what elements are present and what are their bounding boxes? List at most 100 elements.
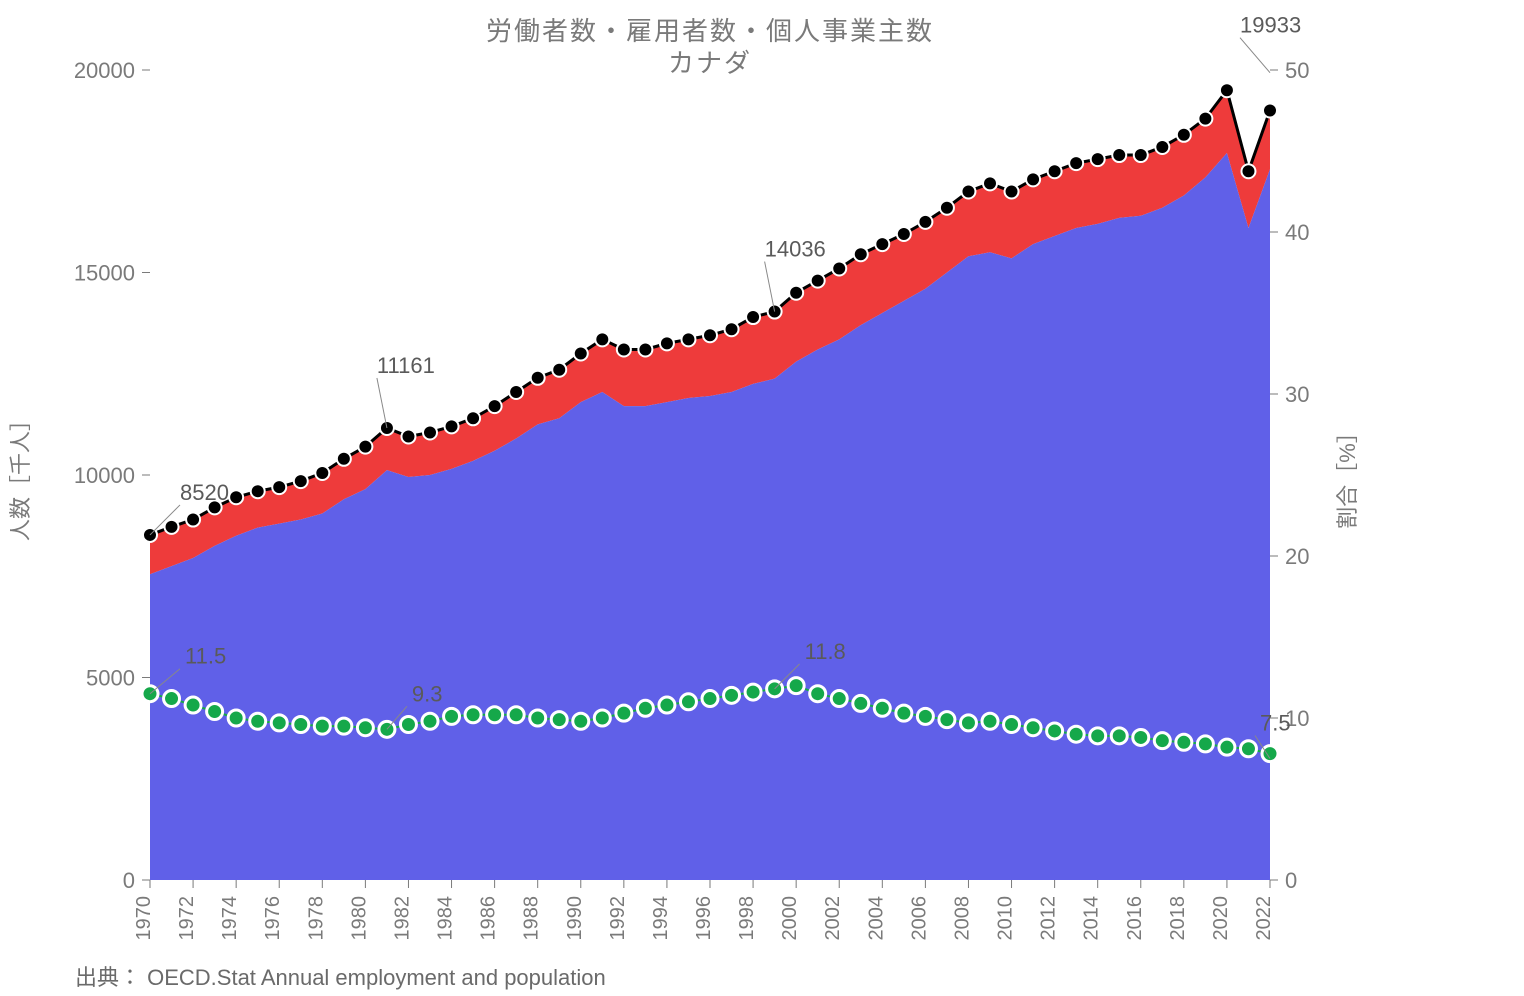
marker-total: [1220, 83, 1234, 97]
marker-total: [832, 261, 846, 275]
marker-pct: [1068, 726, 1084, 742]
marker-total: [1263, 104, 1277, 118]
y-left-tick-label: 5000: [86, 666, 135, 691]
marker-total: [638, 342, 652, 356]
x-tick-label: 1980: [348, 896, 370, 941]
callout-pct-label: 7.5: [1260, 711, 1291, 736]
marker-total: [1091, 152, 1105, 166]
x-tick-label: 2004: [865, 896, 887, 941]
x-tick-label: 1978: [305, 896, 327, 941]
y-right-tick-label: 30: [1285, 382, 1309, 407]
marker-pct: [1047, 723, 1063, 739]
marker-pct: [939, 712, 955, 728]
marker-pct: [659, 697, 675, 713]
marker-total: [1069, 156, 1083, 170]
x-tick-label: 1976: [262, 896, 284, 941]
marker-total: [681, 332, 695, 346]
marker-pct: [271, 715, 287, 731]
x-tick-label: 2022: [1253, 896, 1275, 941]
marker-pct: [551, 712, 567, 728]
callout-pct-label: 9.3: [412, 681, 443, 706]
x-tick-label: 2008: [951, 896, 973, 941]
chart-title-line2: カナダ: [668, 48, 752, 78]
marker-total: [918, 215, 932, 229]
marker-pct: [960, 715, 976, 731]
marker-total: [1241, 164, 1255, 178]
y-left-tick-label: 15000: [74, 261, 135, 286]
x-tick-label: 1990: [564, 896, 586, 941]
area-blue: [150, 153, 1270, 880]
marker-pct: [680, 694, 696, 710]
x-tick-label: 2016: [1124, 896, 1146, 941]
marker-pct: [293, 716, 309, 732]
callout-total-label: 19933: [1240, 13, 1301, 38]
x-tick-label: 1992: [607, 896, 629, 941]
marker-total: [1112, 148, 1126, 162]
marker-total: [595, 332, 609, 346]
marker-total: [358, 440, 372, 454]
callout-leader: [377, 378, 387, 428]
chart-title-line1: 労働者数・雇用者数・個人事業主数: [486, 16, 934, 46]
y-right-axis-label: 割合［%］: [1335, 421, 1360, 529]
marker-total: [854, 247, 868, 261]
x-tick-label: 1994: [650, 896, 672, 941]
marker-total: [897, 227, 911, 241]
y-left-tick-label: 20000: [74, 58, 135, 83]
y-right-tick-label: 40: [1285, 220, 1309, 245]
marker-total: [811, 274, 825, 288]
marker-total: [983, 176, 997, 190]
marker-pct: [314, 718, 330, 734]
marker-total: [466, 411, 480, 425]
marker-pct: [917, 708, 933, 724]
marker-total: [552, 363, 566, 377]
marker-total: [746, 310, 760, 324]
marker-total: [1177, 128, 1191, 142]
marker-total: [940, 201, 954, 215]
marker-pct: [357, 720, 373, 736]
marker-total: [165, 520, 179, 534]
marker-pct: [810, 686, 826, 702]
marker-pct: [616, 705, 632, 721]
y-left-tick-label: 10000: [74, 463, 135, 488]
marker-total: [961, 185, 975, 199]
marker-total: [272, 480, 286, 494]
marker-pct: [637, 700, 653, 716]
x-tick-label: 1970: [133, 896, 155, 941]
marker-pct: [508, 707, 524, 723]
marker-total: [531, 371, 545, 385]
marker-pct: [1004, 716, 1020, 732]
marker-pct: [594, 710, 610, 726]
marker-pct: [874, 700, 890, 716]
callout-total-label: 11161: [377, 353, 435, 378]
x-tick-label: 1972: [176, 896, 198, 941]
marker-pct: [1025, 720, 1041, 736]
marker-pct: [831, 691, 847, 707]
marker-total: [488, 399, 502, 413]
chart-svg: 0500010000150002000001020304050197019721…: [0, 0, 1524, 996]
marker-pct: [1262, 746, 1278, 762]
marker-pct: [465, 707, 481, 723]
marker-pct: [444, 708, 460, 724]
callout-pct-label: 11.8: [805, 639, 846, 664]
marker-pct: [853, 695, 869, 711]
marker-pct: [336, 718, 352, 734]
marker-pct: [896, 705, 912, 721]
marker-total: [703, 328, 717, 342]
marker-pct: [1176, 734, 1192, 750]
marker-pct: [164, 691, 180, 707]
marker-pct: [1111, 728, 1127, 744]
marker-total: [875, 237, 889, 251]
x-tick-label: 1974: [219, 896, 241, 941]
marker-pct: [1154, 733, 1170, 749]
callout-total-label: 14036: [765, 237, 826, 262]
source-text: 出典： OECD.Stat Annual employment and popu…: [75, 965, 606, 990]
y-left-axis-label: 人数［千人］: [8, 409, 33, 541]
x-tick-label: 1986: [478, 896, 500, 941]
x-tick-label: 2002: [822, 896, 844, 941]
callout-leader: [765, 262, 775, 312]
x-tick-label: 2006: [908, 896, 930, 941]
marker-total: [315, 466, 329, 480]
marker-pct: [702, 691, 718, 707]
marker-pct: [207, 704, 223, 720]
marker-pct: [788, 678, 804, 694]
